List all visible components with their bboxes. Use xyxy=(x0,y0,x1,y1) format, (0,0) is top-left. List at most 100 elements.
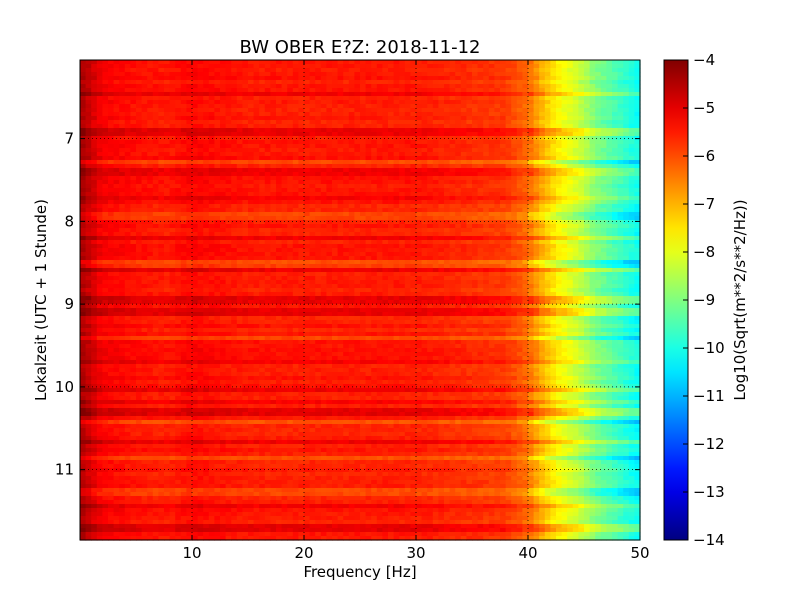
heatmap-cell xyxy=(236,88,243,93)
heatmap-cell xyxy=(444,228,451,233)
heatmap-cell xyxy=(158,188,165,193)
heatmap-cell xyxy=(511,68,518,73)
heatmap-cell xyxy=(438,64,445,69)
heatmap-cell xyxy=(147,232,154,237)
heatmap-cell xyxy=(628,148,635,153)
heatmap-cell xyxy=(203,152,210,157)
heatmap-cell xyxy=(466,184,473,189)
heatmap-cell xyxy=(292,216,299,221)
heatmap-cell xyxy=(561,80,568,85)
heatmap-cell xyxy=(136,72,143,77)
heatmap-cell xyxy=(416,160,423,165)
heatmap-cell xyxy=(606,156,613,161)
heatmap-cell xyxy=(326,92,333,97)
heatmap-cell xyxy=(455,212,462,217)
heatmap-cell xyxy=(399,168,406,173)
heatmap-cell xyxy=(494,72,501,77)
heatmap-cell xyxy=(96,232,103,237)
heatmap-cell xyxy=(354,244,361,249)
heatmap-cell xyxy=(550,104,557,109)
heatmap-cell xyxy=(214,60,221,65)
heatmap-cell xyxy=(197,80,204,85)
heatmap-cell xyxy=(544,252,551,257)
heatmap-cell xyxy=(248,136,255,141)
heatmap-cell xyxy=(147,228,154,233)
heatmap-cell xyxy=(427,168,434,173)
heatmap-cell xyxy=(164,252,171,257)
heatmap-cell xyxy=(186,160,193,165)
heatmap-cell xyxy=(276,232,283,237)
heatmap-cell xyxy=(225,184,232,189)
heatmap-cell xyxy=(337,188,344,193)
heatmap-cell xyxy=(472,172,479,177)
heatmap-cell xyxy=(511,228,518,233)
heatmap-cell xyxy=(623,120,630,125)
heatmap-cell xyxy=(365,72,372,77)
heatmap-cell xyxy=(264,168,271,173)
heatmap-cell xyxy=(528,64,535,69)
heatmap-cell xyxy=(360,212,367,217)
heatmap-cell xyxy=(528,180,535,185)
heatmap-cell xyxy=(410,176,417,181)
heatmap-cell xyxy=(477,108,484,113)
heatmap-cell xyxy=(102,136,109,141)
heatmap-cell xyxy=(337,176,344,181)
heatmap-cell xyxy=(287,232,294,237)
heatmap-cell xyxy=(292,256,299,261)
heatmap-cell xyxy=(152,152,159,157)
heatmap-cell xyxy=(584,180,591,185)
heatmap-cell xyxy=(382,68,389,73)
heatmap-cell xyxy=(169,168,176,173)
heatmap-cell xyxy=(533,124,540,129)
heatmap-cell xyxy=(113,216,120,221)
heatmap-cell xyxy=(561,240,568,245)
heatmap-cell xyxy=(516,72,523,77)
heatmap-cell xyxy=(522,180,529,185)
heatmap-cell xyxy=(96,148,103,153)
heatmap-cell xyxy=(522,196,529,201)
heatmap-cell xyxy=(634,236,641,241)
heatmap-cell xyxy=(488,116,495,121)
heatmap-cell xyxy=(416,80,423,85)
heatmap-cell xyxy=(354,232,361,237)
heatmap-cell xyxy=(85,80,92,85)
heatmap-cell xyxy=(248,112,255,117)
heatmap-cell xyxy=(466,120,473,125)
heatmap-cell xyxy=(623,172,630,177)
heatmap-cell xyxy=(427,140,434,145)
heatmap-cell xyxy=(388,144,395,149)
heatmap-cell xyxy=(376,96,383,101)
heatmap-cell xyxy=(421,220,428,225)
heatmap-cell xyxy=(102,248,109,253)
heatmap-cell xyxy=(304,160,311,165)
heatmap-cell xyxy=(315,236,322,241)
heatmap-cell xyxy=(505,192,512,197)
heatmap-cell xyxy=(494,144,501,149)
heatmap-cell xyxy=(567,84,574,89)
heatmap-cell xyxy=(438,216,445,221)
heatmap-cell xyxy=(264,216,271,221)
heatmap-cell xyxy=(298,108,305,113)
heatmap-cell xyxy=(276,220,283,225)
heatmap-cell xyxy=(119,192,126,197)
heatmap-cell xyxy=(180,180,187,185)
heatmap-cell xyxy=(320,220,327,225)
heatmap-cell xyxy=(270,156,277,161)
heatmap-cell xyxy=(186,236,193,241)
heatmap-cell xyxy=(152,112,159,117)
heatmap-cell xyxy=(427,72,434,77)
heatmap-cell xyxy=(96,120,103,125)
heatmap-cell xyxy=(348,96,355,101)
heatmap-cell xyxy=(276,256,283,261)
heatmap-cell xyxy=(220,212,227,217)
heatmap-cell xyxy=(332,124,339,129)
heatmap-cell xyxy=(455,68,462,73)
heatmap-cell xyxy=(556,120,563,125)
heatmap-cell xyxy=(80,220,87,225)
heatmap-cell xyxy=(281,240,288,245)
heatmap-cell xyxy=(292,236,299,241)
heatmap-cell xyxy=(399,136,406,141)
heatmap-cell xyxy=(561,96,568,101)
heatmap-cell xyxy=(556,216,563,221)
heatmap-cell xyxy=(410,120,417,125)
